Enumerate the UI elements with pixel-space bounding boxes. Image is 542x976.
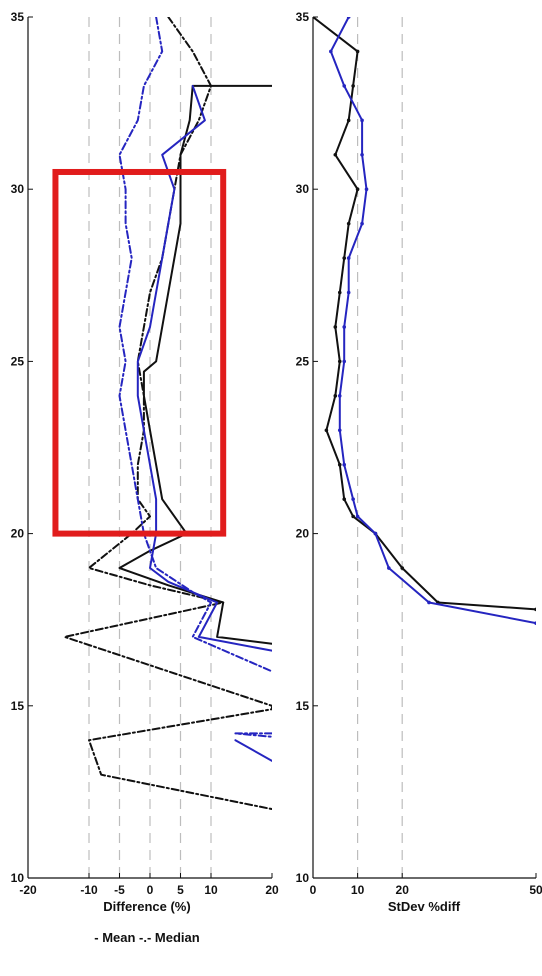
stdev-data-point: [355, 49, 360, 54]
stdev-data-point: [534, 607, 536, 612]
stdev-data-point: [355, 187, 360, 191]
stdev-y-tick-label: 10: [296, 871, 310, 885]
stdev-data-point: [342, 462, 347, 467]
difference-y-tick-label: 30: [11, 182, 25, 196]
stdev-data-point: [355, 514, 360, 519]
stdev-data-point: [324, 428, 329, 433]
stdev-y-tick-label: 15: [296, 699, 310, 713]
stdev-data-point: [346, 118, 351, 123]
stdev-data-point: [534, 621, 536, 625]
stdev-data-point: [342, 325, 347, 329]
stdev-data-point: [360, 118, 364, 123]
stdev-y-tick-label: 35: [296, 10, 310, 24]
stdev-data-point: [360, 221, 364, 226]
difference-series-line: [63, 17, 272, 811]
highlight-box: [52, 168, 227, 537]
stdev-x-tick-label: 10: [351, 883, 365, 897]
difference-y-tick-label: 20: [11, 527, 25, 541]
stdev-data-point: [333, 394, 338, 398]
stdev-y-tick-label: 25: [296, 354, 310, 368]
difference-x-tick-label: 0: [147, 883, 154, 897]
stdev-data-point: [351, 514, 355, 519]
difference-series-line: [136, 84, 272, 652]
stdev-data-point: [342, 84, 347, 88]
difference-x-tick-label: -5: [114, 883, 125, 897]
difference-y-tick-label: 35: [11, 10, 25, 24]
difference-series-group: [63, 17, 272, 811]
stdev-data-point: [337, 359, 342, 364]
difference-series-line: [234, 739, 272, 762]
stdev-data-point: [346, 256, 351, 260]
difference-y-tick-label: 15: [11, 699, 25, 713]
stdev-data-point: [337, 290, 342, 295]
stdev-data-point: [400, 566, 405, 570]
stdev-data-point: [346, 290, 351, 295]
stdev-x-tick-label: 0: [310, 883, 317, 897]
difference-x-tick-label: 10: [204, 883, 218, 897]
difference-x-tick-label: -10: [80, 883, 98, 897]
difference-x-tick-label: 5: [177, 883, 184, 897]
stdev-data-point: [333, 152, 338, 157]
difference-series-line: [234, 732, 272, 738]
stdev-data-point: [342, 256, 347, 260]
stdev-data-point: [342, 359, 347, 364]
difference-x-axis-label: Difference (%): [103, 899, 190, 914]
stdev-x-tick-label: 50: [529, 883, 542, 897]
stdev-data-point: [351, 497, 355, 501]
stdev-data-point: [373, 531, 378, 536]
stdev-data-point: [351, 84, 355, 88]
stdev-data-point: [329, 49, 333, 54]
difference-y-tick-label: 25: [11, 354, 25, 368]
stdev-data-point: [427, 600, 431, 605]
difference-x-tick-label: -20: [19, 883, 37, 897]
stdev-data-point: [360, 152, 364, 157]
difference-series-line: [118, 17, 272, 673]
stdev-x-axis-label: StDev %diff: [388, 899, 461, 914]
stdev-data-point: [333, 325, 338, 329]
stdev-y-tick-label: 30: [296, 182, 310, 196]
difference-y-tick-label: 10: [11, 871, 25, 885]
stdev-data-point: [337, 394, 342, 398]
difference-plot: 10 15 20 25 30 35 -20 -10 -5 0 5 10 20: [11, 10, 279, 897]
stdev-data-point: [364, 187, 369, 191]
stdev-data-point: [346, 17, 351, 19]
stdev-y-tick-label: 20: [296, 527, 310, 541]
stdev-data-point: [346, 221, 351, 226]
stdev-series-group: [313, 17, 536, 625]
difference-x-tick-label: 20: [265, 883, 279, 897]
stdev-data-point: [313, 17, 315, 19]
stdev-data-point: [342, 497, 347, 501]
stdev-data-point: [337, 428, 342, 433]
stdev-series-line: [329, 17, 536, 625]
stdev-x-tick-label: 20: [396, 883, 410, 897]
stdev-data-point: [337, 462, 342, 467]
legend-text: - Mean -.- Median: [94, 930, 200, 945]
stdev-data-point: [387, 566, 391, 570]
